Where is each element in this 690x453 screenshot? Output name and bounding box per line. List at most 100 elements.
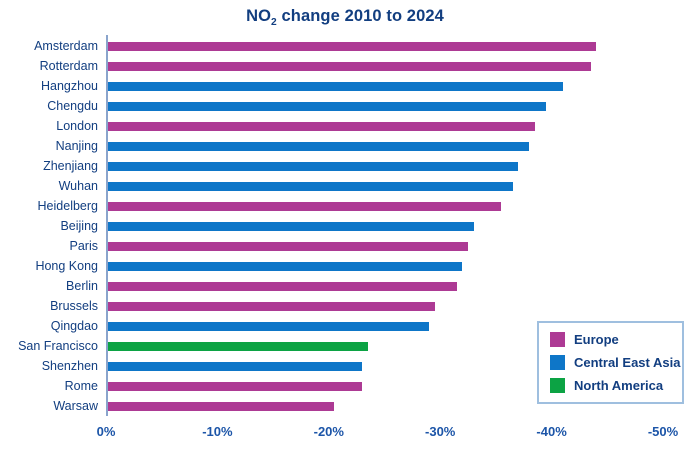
- city-label: Nanjing: [55, 139, 98, 153]
- city-label: Berlin: [66, 279, 98, 293]
- city-label: Rotterdam: [39, 59, 98, 73]
- bar: [106, 261, 463, 271]
- bar-track: [106, 196, 663, 216]
- table-row: Brussels: [0, 296, 690, 316]
- city-label: Wuhan: [58, 179, 98, 193]
- chart-title-prefix: NO: [246, 7, 272, 25]
- table-row: Heidelberg: [0, 196, 690, 216]
- bar-track: [106, 116, 663, 136]
- table-row: Nanjing: [0, 136, 690, 156]
- table-row: Shenzhen: [0, 356, 690, 376]
- x-axis-tick: -10%: [202, 424, 233, 439]
- bar: [106, 61, 591, 71]
- legend-item-label: North America: [574, 378, 664, 393]
- table-row: Qingdao: [0, 316, 690, 336]
- city-label: Shenzhen: [41, 359, 98, 373]
- bar-track: [106, 276, 663, 296]
- table-row: Paris: [0, 236, 690, 256]
- bar: [106, 41, 597, 51]
- bar-track: [106, 316, 663, 336]
- city-label: Amsterdam: [34, 39, 98, 53]
- table-row: Rome: [0, 376, 690, 396]
- bar-track: [106, 136, 663, 156]
- city-label: Brussels: [50, 299, 98, 313]
- bar: [106, 321, 430, 331]
- bar: [106, 341, 368, 351]
- bar: [106, 301, 435, 311]
- bar-track: [106, 256, 663, 276]
- bar: [106, 401, 335, 411]
- x-axis-tick: -30%: [425, 424, 456, 439]
- bar: [106, 281, 457, 291]
- bar-track: [106, 176, 663, 196]
- table-row: Zhenjiang: [0, 156, 690, 176]
- bar-rows-container: Amsterdam Rotterdam Hangzhou Chengdu Lon…: [0, 36, 690, 416]
- legend-swatch: [550, 378, 565, 393]
- table-row: Amsterdam: [0, 36, 690, 56]
- bar-track: [106, 56, 663, 76]
- city-label: Heidelberg: [37, 199, 98, 213]
- legend-item-label: Central East Asia: [574, 355, 681, 370]
- legend-item: Central East Asia: [550, 355, 680, 370]
- legend-item: North America: [550, 378, 670, 393]
- bar: [106, 101, 547, 111]
- bar: [106, 361, 363, 371]
- table-row: Rotterdam: [0, 56, 690, 76]
- table-row: Chengdu: [0, 96, 690, 116]
- y-axis-line: [106, 35, 108, 416]
- legend-swatch: [550, 355, 565, 370]
- table-row: Hangzhou: [0, 76, 690, 96]
- x-axis-tick-labels: 0% -10% -20% -30% -40% -50%: [97, 424, 679, 444]
- bar: [106, 201, 502, 211]
- bar-track: [106, 356, 663, 376]
- bar-track: [106, 76, 663, 96]
- city-label: Warsaw: [53, 399, 98, 413]
- city-label: Zhenjiang: [43, 159, 98, 173]
- city-label: Hong Kong: [35, 259, 98, 273]
- bar: [106, 241, 469, 251]
- city-label: Chengdu: [47, 99, 98, 113]
- city-label: San Francisco: [18, 339, 98, 353]
- bar: [106, 161, 519, 171]
- legend-swatch: [550, 332, 565, 347]
- bar-track: [106, 296, 663, 316]
- x-axis-tick: -50%: [647, 424, 679, 439]
- bar-track: [106, 156, 663, 176]
- chart-title: NO2 change 2010 to 2024: [0, 7, 690, 28]
- table-row: Warsaw: [0, 396, 690, 416]
- legend-item: Europe: [550, 332, 670, 347]
- bar: [106, 121, 535, 131]
- city-label: Qingdao: [50, 319, 98, 333]
- city-label: London: [56, 119, 98, 133]
- table-row: Berlin: [0, 276, 690, 296]
- city-label: Rome: [64, 379, 98, 393]
- table-row: Beijing: [0, 216, 690, 236]
- city-label: Hangzhou: [41, 79, 98, 93]
- legend-box: Europe Central East Asia North America: [537, 321, 684, 404]
- x-axis-tick: -20%: [313, 424, 344, 439]
- bar: [106, 381, 363, 391]
- table-row: Hong Kong: [0, 256, 690, 276]
- bar-track: [106, 376, 663, 396]
- bar: [106, 181, 513, 191]
- x-axis-tick: -40%: [536, 424, 567, 439]
- bar-track: [106, 36, 663, 56]
- bar: [106, 221, 474, 231]
- bar-track: [106, 396, 663, 416]
- table-row: London: [0, 116, 690, 136]
- city-label: Beijing: [60, 219, 98, 233]
- bar: [106, 141, 530, 151]
- chart-title-subscript: 2: [271, 16, 277, 28]
- x-axis-tick: 0%: [96, 424, 116, 439]
- table-row: San Francisco: [0, 336, 690, 356]
- bar-track: [106, 216, 663, 236]
- city-label: Paris: [69, 239, 98, 253]
- bar-track: [106, 336, 663, 356]
- table-row: Wuhan: [0, 176, 690, 196]
- legend-item-label: Europe: [574, 332, 619, 347]
- chart-title-suffix: change 2010 to 2024: [276, 7, 444, 25]
- bar-track: [106, 96, 663, 116]
- bar: [106, 81, 563, 91]
- bar-track: [106, 236, 663, 256]
